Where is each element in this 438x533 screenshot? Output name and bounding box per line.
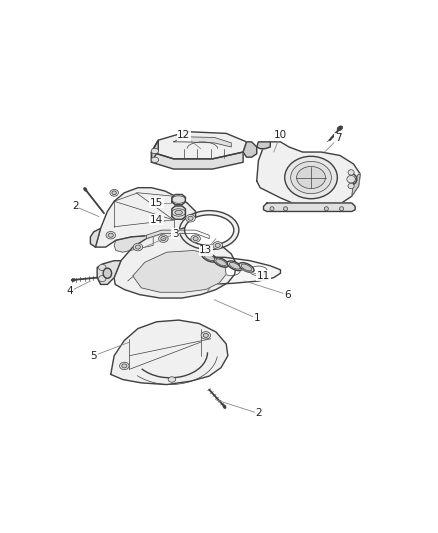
Ellipse shape	[175, 211, 182, 215]
Text: 14: 14	[150, 215, 163, 225]
Ellipse shape	[108, 233, 113, 237]
Ellipse shape	[112, 191, 117, 195]
Text: 3: 3	[172, 229, 179, 239]
Ellipse shape	[203, 333, 208, 337]
Ellipse shape	[347, 175, 355, 183]
Ellipse shape	[99, 276, 106, 282]
Polygon shape	[243, 142, 257, 157]
Polygon shape	[95, 188, 196, 247]
Ellipse shape	[193, 237, 198, 241]
Ellipse shape	[297, 166, 325, 189]
Polygon shape	[152, 140, 158, 162]
Polygon shape	[152, 152, 243, 169]
Ellipse shape	[159, 235, 168, 243]
Polygon shape	[172, 206, 185, 219]
Ellipse shape	[230, 262, 240, 269]
Ellipse shape	[201, 253, 217, 262]
Polygon shape	[152, 132, 247, 159]
Ellipse shape	[324, 207, 328, 211]
Ellipse shape	[103, 268, 112, 278]
Polygon shape	[111, 320, 228, 385]
Ellipse shape	[151, 148, 159, 154]
Ellipse shape	[84, 188, 87, 191]
Ellipse shape	[348, 169, 354, 175]
Polygon shape	[257, 142, 270, 149]
Polygon shape	[172, 195, 185, 205]
Text: 2: 2	[255, 408, 262, 418]
Ellipse shape	[241, 264, 252, 271]
Ellipse shape	[204, 254, 215, 261]
Ellipse shape	[188, 216, 193, 220]
Ellipse shape	[227, 261, 242, 271]
Ellipse shape	[215, 244, 220, 247]
Polygon shape	[90, 229, 101, 247]
Ellipse shape	[151, 157, 159, 163]
Ellipse shape	[291, 161, 332, 193]
Polygon shape	[146, 230, 209, 239]
Ellipse shape	[168, 377, 176, 382]
Ellipse shape	[135, 245, 141, 249]
Ellipse shape	[122, 364, 127, 368]
Ellipse shape	[201, 332, 211, 339]
Ellipse shape	[214, 257, 229, 267]
Polygon shape	[97, 261, 121, 285]
Ellipse shape	[110, 189, 118, 196]
Ellipse shape	[133, 244, 143, 251]
Ellipse shape	[99, 264, 106, 271]
Ellipse shape	[106, 231, 116, 239]
Ellipse shape	[191, 235, 200, 243]
Text: 12: 12	[177, 130, 191, 140]
Text: 6: 6	[284, 289, 290, 300]
Ellipse shape	[223, 266, 240, 276]
Ellipse shape	[184, 215, 234, 245]
Polygon shape	[114, 232, 237, 298]
Text: 5: 5	[91, 351, 97, 361]
Polygon shape	[133, 251, 226, 292]
Text: 10: 10	[274, 130, 287, 140]
Ellipse shape	[216, 259, 226, 266]
Ellipse shape	[180, 211, 239, 249]
Ellipse shape	[250, 266, 267, 276]
Text: 11: 11	[257, 271, 270, 281]
Polygon shape	[257, 142, 360, 206]
Text: 1: 1	[254, 313, 260, 324]
Ellipse shape	[195, 266, 213, 276]
Ellipse shape	[285, 156, 337, 199]
Text: 7: 7	[335, 133, 342, 143]
Ellipse shape	[337, 126, 343, 131]
Polygon shape	[114, 235, 153, 252]
Ellipse shape	[223, 405, 226, 408]
Ellipse shape	[186, 214, 195, 222]
Polygon shape	[173, 137, 231, 147]
Text: 2: 2	[72, 201, 78, 212]
Ellipse shape	[239, 263, 254, 272]
Ellipse shape	[71, 279, 75, 281]
Polygon shape	[264, 203, 355, 212]
Ellipse shape	[213, 241, 223, 249]
Ellipse shape	[283, 207, 288, 211]
Text: 4: 4	[67, 286, 73, 296]
Ellipse shape	[339, 207, 344, 211]
Text: 13: 13	[199, 246, 212, 255]
Text: 15: 15	[150, 198, 163, 208]
Ellipse shape	[120, 362, 129, 370]
Ellipse shape	[270, 207, 274, 211]
Polygon shape	[352, 174, 360, 196]
Ellipse shape	[168, 266, 186, 276]
Ellipse shape	[161, 237, 166, 241]
Ellipse shape	[348, 183, 354, 189]
Polygon shape	[156, 257, 280, 285]
